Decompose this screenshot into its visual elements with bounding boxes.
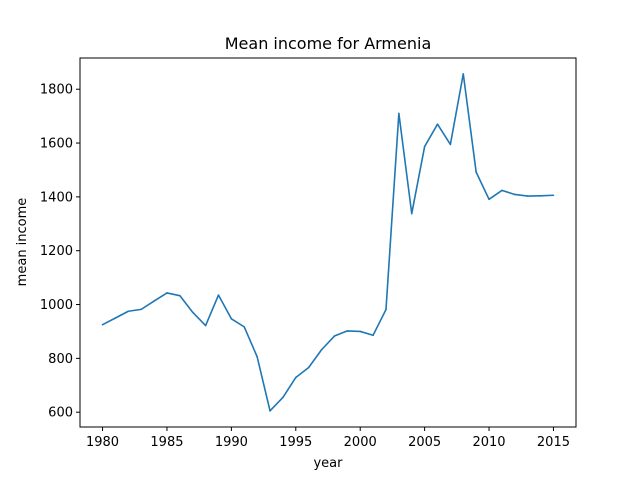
x-tick-label: 2000 — [344, 435, 377, 450]
data-point — [153, 300, 155, 302]
data-point — [127, 310, 130, 313]
x-tick-label: 1990 — [215, 435, 248, 450]
data-point — [423, 145, 426, 148]
data-point — [359, 330, 362, 333]
y-tick-label: 1600 — [40, 137, 73, 152]
data-point — [217, 294, 220, 296]
x-tick-label: 2015 — [537, 435, 570, 450]
data-point — [333, 335, 336, 337]
y-tick-label: 1800 — [40, 83, 73, 98]
y-tick-label: 800 — [48, 352, 73, 367]
data-point — [372, 334, 374, 337]
y-tick-label: 1000 — [40, 298, 73, 313]
data-point — [179, 294, 181, 297]
data-point — [475, 171, 477, 173]
data-point — [526, 195, 529, 197]
y-axis-label: mean income — [15, 198, 30, 287]
data-point — [166, 292, 168, 294]
data-point — [256, 355, 258, 358]
data-point — [230, 318, 233, 320]
data-point — [114, 317, 117, 319]
x-tick-label: 2005 — [408, 435, 441, 450]
y-tick-label: 1400 — [40, 190, 73, 205]
data-point — [269, 410, 271, 412]
data-point — [488, 198, 490, 201]
data-point — [514, 193, 516, 196]
data-point — [307, 366, 310, 369]
data-point — [552, 194, 555, 197]
data-point — [282, 396, 284, 399]
data-point — [320, 348, 323, 351]
data-point — [346, 330, 349, 332]
x-tick-label: 1995 — [279, 435, 312, 450]
data-point — [243, 326, 246, 328]
x-tick-label: 1980 — [86, 435, 119, 450]
data-point — [462, 73, 465, 75]
y-tick-label: 600 — [48, 406, 73, 421]
data-point — [191, 311, 194, 314]
data-point — [398, 112, 400, 115]
data-point — [204, 324, 207, 327]
x-tick-label: 2010 — [472, 435, 505, 450]
x-axis-label: year — [313, 456, 343, 471]
x-tick-label: 1985 — [150, 435, 183, 450]
data-point — [385, 308, 387, 311]
data-point — [501, 189, 503, 192]
data-point — [101, 323, 104, 326]
plot-area-frame — [79, 57, 577, 428]
data-point — [449, 143, 452, 146]
data-point — [436, 123, 439, 126]
data-point — [410, 212, 413, 215]
series-line — [102, 73, 554, 412]
data-point — [539, 195, 542, 197]
data-point — [140, 308, 142, 311]
chart-title: Mean income for Armenia — [225, 34, 432, 53]
data-point — [294, 376, 297, 379]
y-tick-label: 1200 — [40, 244, 73, 259]
